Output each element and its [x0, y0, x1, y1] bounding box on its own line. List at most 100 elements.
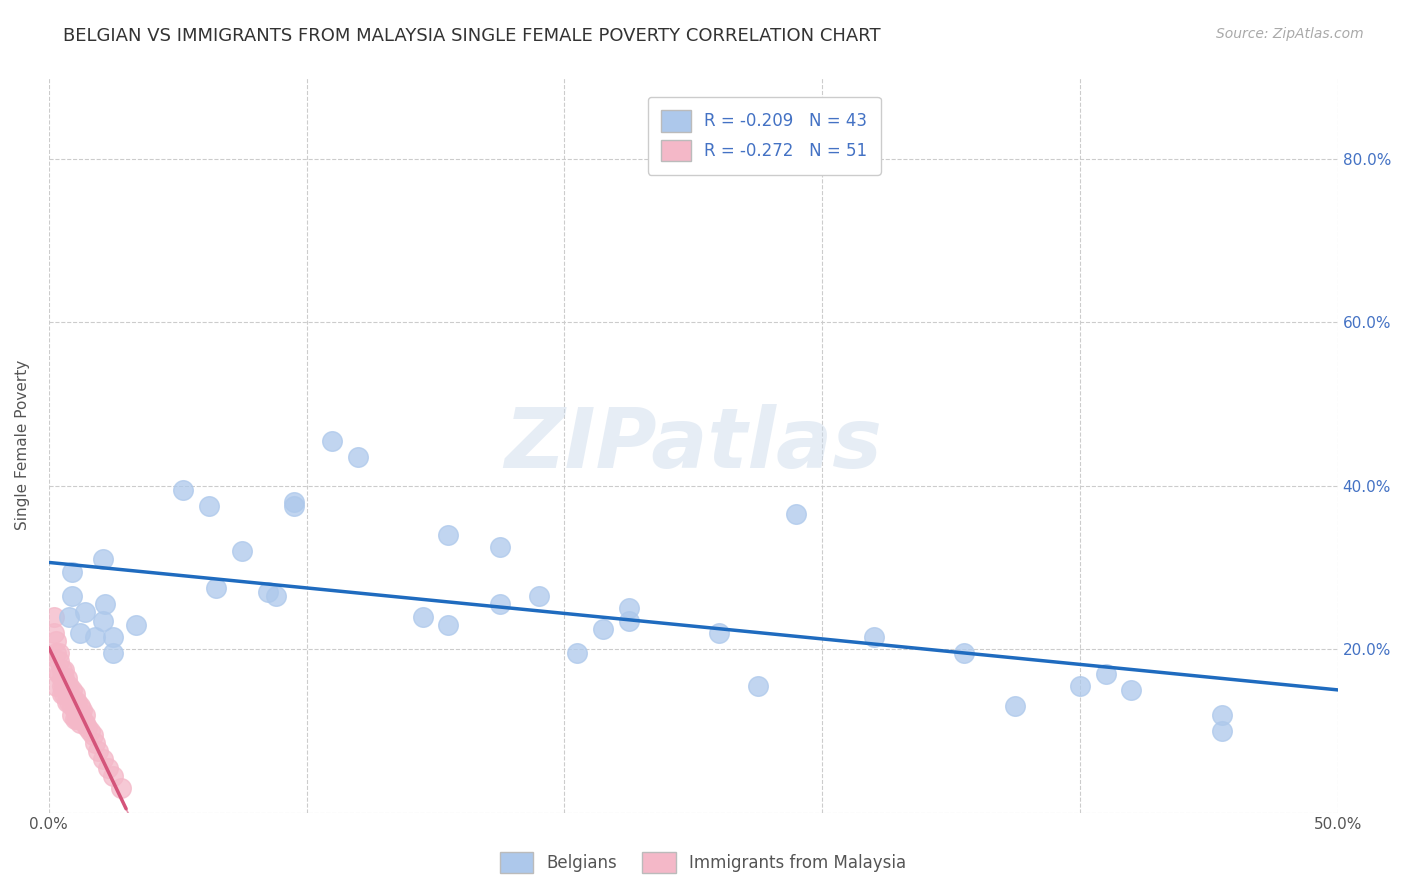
- Point: [56, 671, 79, 685]
- Point: [63, 712, 86, 726]
- Point: [69, 707, 91, 722]
- Point: [197, 500, 219, 514]
- Point: [45, 663, 67, 677]
- Point: [56, 679, 79, 693]
- Point: [205, 581, 228, 595]
- Point: [437, 617, 460, 632]
- Point: [1121, 683, 1143, 698]
- Point: [66, 712, 89, 726]
- Point: [785, 508, 807, 522]
- Point: [321, 434, 343, 448]
- Point: [84, 736, 107, 750]
- Point: [53, 663, 76, 677]
- Point: [592, 622, 614, 636]
- Point: [53, 687, 76, 701]
- Point: [63, 687, 86, 701]
- Point: [58, 679, 80, 693]
- Point: [283, 500, 305, 514]
- Point: [82, 728, 104, 742]
- Point: [53, 671, 76, 685]
- Point: [63, 703, 86, 717]
- Text: Source: ZipAtlas.com: Source: ZipAtlas.com: [1216, 27, 1364, 41]
- Point: [73, 606, 96, 620]
- Point: [103, 646, 125, 660]
- Point: [489, 540, 512, 554]
- Point: [231, 544, 253, 558]
- Point: [707, 625, 730, 640]
- Point: [617, 614, 640, 628]
- Y-axis label: Single Female Poverty: Single Female Poverty: [15, 359, 30, 530]
- Point: [72, 712, 94, 726]
- Point: [69, 625, 91, 640]
- Point: [58, 695, 80, 709]
- Point: [56, 695, 79, 709]
- Point: [60, 589, 83, 603]
- Point: [69, 715, 91, 730]
- Point: [48, 646, 70, 660]
- Point: [489, 597, 512, 611]
- Point: [87, 744, 110, 758]
- Point: [60, 683, 83, 698]
- Point: [1094, 666, 1116, 681]
- Point: [48, 666, 70, 681]
- Point: [79, 723, 101, 738]
- Point: [45, 679, 67, 693]
- Point: [42, 609, 65, 624]
- Point: [60, 565, 83, 579]
- Point: [747, 679, 769, 693]
- Point: [283, 495, 305, 509]
- Point: [257, 585, 280, 599]
- Point: [56, 687, 79, 701]
- Point: [91, 752, 114, 766]
- Text: ZIPatlas: ZIPatlas: [505, 404, 882, 485]
- Point: [51, 663, 73, 677]
- Point: [73, 715, 96, 730]
- Point: [347, 450, 370, 465]
- Point: [63, 695, 86, 709]
- Point: [97, 761, 120, 775]
- Point: [1211, 707, 1233, 722]
- Point: [862, 630, 884, 644]
- Point: [48, 655, 70, 669]
- Point: [51, 679, 73, 693]
- Point: [437, 528, 460, 542]
- Text: BELGIAN VS IMMIGRANTS FROM MALAYSIA SINGLE FEMALE POVERTY CORRELATION CHART: BELGIAN VS IMMIGRANTS FROM MALAYSIA SING…: [63, 27, 882, 45]
- Point: [58, 609, 80, 624]
- Point: [60, 691, 83, 706]
- Point: [1004, 699, 1026, 714]
- Point: [51, 671, 73, 685]
- Point: [103, 769, 125, 783]
- Point: [58, 687, 80, 701]
- Point: [66, 703, 89, 717]
- Point: [172, 483, 194, 497]
- Point: [84, 630, 107, 644]
- Point: [1211, 723, 1233, 738]
- Point: [53, 679, 76, 693]
- Point: [91, 552, 114, 566]
- Point: [69, 699, 91, 714]
- Legend: R = -0.209   N = 43, R = -0.272   N = 51: R = -0.209 N = 43, R = -0.272 N = 51: [648, 97, 880, 175]
- Point: [73, 707, 96, 722]
- Point: [103, 630, 125, 644]
- Point: [60, 699, 83, 714]
- Point: [42, 625, 65, 640]
- Point: [1069, 679, 1091, 693]
- Point: [94, 597, 117, 611]
- Point: [76, 720, 98, 734]
- Point: [51, 687, 73, 701]
- Point: [527, 589, 550, 603]
- Point: [617, 601, 640, 615]
- Point: [66, 695, 89, 709]
- Legend: Belgians, Immigrants from Malaysia: Belgians, Immigrants from Malaysia: [494, 846, 912, 880]
- Point: [91, 614, 114, 628]
- Point: [110, 780, 132, 795]
- Point: [45, 634, 67, 648]
- Point: [264, 589, 287, 603]
- Point: [953, 646, 976, 660]
- Point: [60, 707, 83, 722]
- Point: [72, 703, 94, 717]
- Point: [125, 617, 148, 632]
- Point: [567, 646, 589, 660]
- Point: [412, 609, 434, 624]
- Point: [45, 646, 67, 660]
